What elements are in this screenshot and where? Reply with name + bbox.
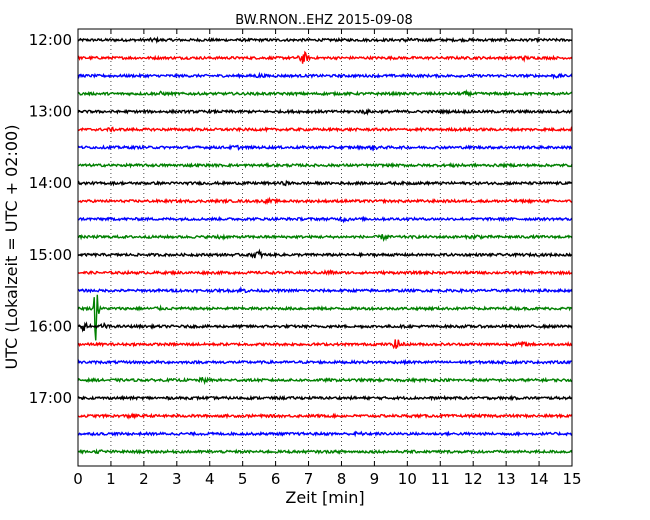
y-tick-label: 12:00 (29, 31, 72, 49)
x-tick-label: 9 (370, 470, 380, 488)
x-tick-label: 4 (205, 470, 215, 488)
trace-line (77, 394, 573, 402)
trace-line (77, 196, 573, 206)
trace-line (77, 107, 573, 116)
x-tick-label: 2 (139, 470, 149, 488)
trace-line (77, 430, 573, 438)
x-tick-label: 14 (530, 470, 549, 488)
trace-line (77, 50, 573, 64)
trace-line (77, 161, 573, 169)
x-tick-label: 11 (431, 470, 450, 488)
trace-group (77, 35, 573, 455)
x-tick-label: 7 (304, 470, 314, 488)
trace-line (77, 126, 573, 133)
trace-line (77, 321, 573, 333)
trace-line (77, 88, 573, 98)
trace-line (77, 412, 573, 420)
trace-line (77, 358, 573, 366)
y-tick-label: 13:00 (29, 103, 72, 121)
x-tick-label: 12 (464, 470, 483, 488)
x-tick-label: 15 (562, 470, 581, 488)
trace-line (77, 339, 573, 350)
trace-line (77, 143, 573, 152)
x-tick-label: 13 (497, 470, 516, 488)
x-tick-label: 5 (238, 470, 248, 488)
y-tick-label: 16:00 (29, 317, 72, 335)
plot-frame (77, 28, 573, 467)
x-axis-label: Zeit [min] (285, 488, 364, 507)
y-axis-ticks: 12:00 13:00 14:00 15:00 16:00 17:00 (29, 31, 572, 407)
trace-line (77, 376, 573, 386)
x-tick-label: 3 (172, 470, 182, 488)
gridlines (110, 29, 540, 466)
y-axis-label: UTC (Lokalzeit = UTC + 02:00) (2, 125, 21, 370)
x-tick-label: 0 (73, 470, 83, 488)
chart-title: BW.RNON..EHZ 2015-09-08 (235, 13, 413, 28)
trace-line (77, 248, 573, 260)
x-tick-label: 10 (398, 470, 417, 488)
trace-line (77, 179, 573, 187)
trace-line (77, 448, 573, 455)
y-tick-label: 14:00 (29, 174, 72, 192)
trace-line (77, 233, 573, 242)
trace-line (77, 35, 573, 45)
x-tick-label: 1 (106, 470, 116, 488)
x-tick-label: 8 (337, 470, 347, 488)
trace-line (77, 294, 573, 341)
trace-line (77, 71, 573, 80)
x-axis-ticks: 0 1 2 3 4 5 6 7 8 9 10 11 12 13 14 15 (73, 29, 582, 488)
trace-line (77, 285, 573, 295)
x-tick-label: 6 (271, 470, 281, 488)
trace-line (77, 269, 573, 276)
y-tick-label: 17:00 (29, 389, 72, 407)
y-tick-label: 15:00 (29, 246, 72, 264)
trace-line (77, 215, 573, 224)
